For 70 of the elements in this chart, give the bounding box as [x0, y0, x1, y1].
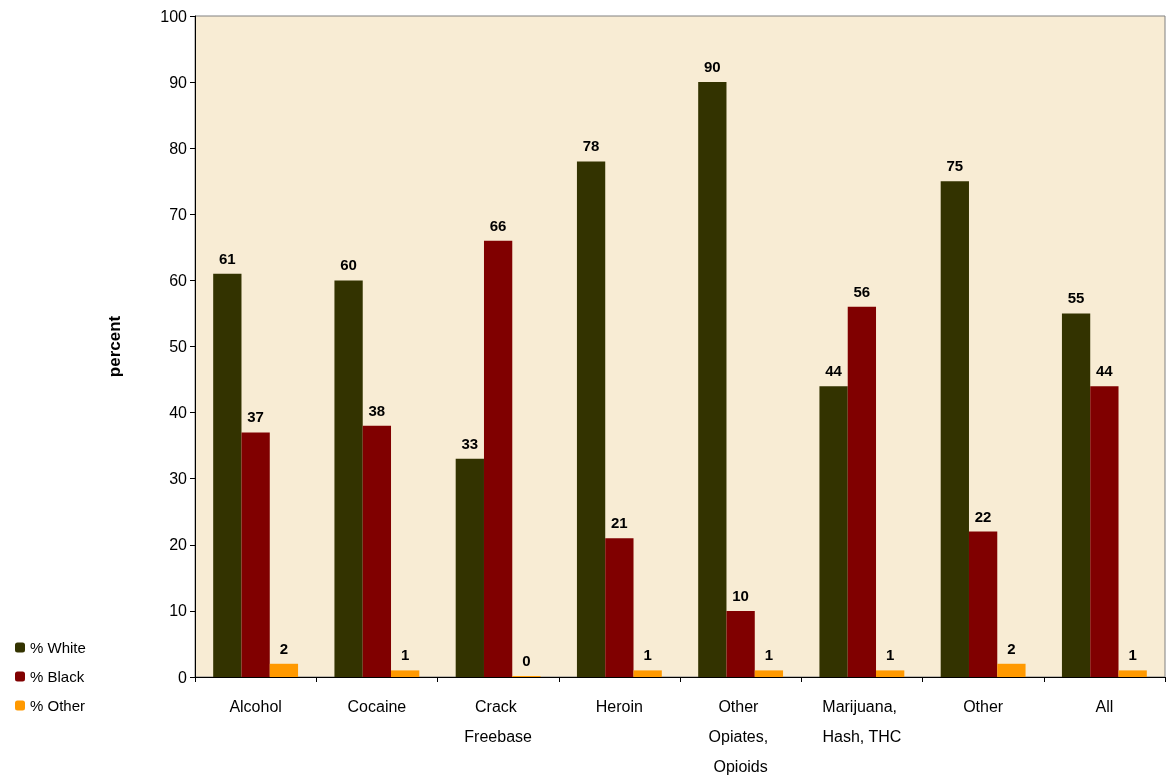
y-tick-label: 70	[169, 205, 188, 223]
y-tick-label: 80	[169, 139, 188, 157]
legend-label: % White	[30, 639, 86, 656]
bar	[213, 273, 242, 677]
data-label: 78	[582, 137, 600, 155]
bar	[1118, 670, 1147, 677]
bar	[726, 610, 755, 677]
x-tick-label: Cocaine	[347, 697, 407, 715]
bar	[269, 663, 299, 677]
y-tick-label: 100	[160, 7, 188, 25]
data-label: 44	[825, 362, 843, 380]
data-label: 75	[946, 157, 964, 175]
bar	[997, 663, 1026, 677]
y-tick-label: 50	[169, 338, 188, 355]
data-label: 66	[489, 216, 507, 234]
legend-label: % Other	[30, 697, 86, 714]
x-tick-label: All	[1095, 697, 1114, 715]
y-tick-label: 90	[169, 73, 188, 91]
data-label: 10	[732, 586, 749, 604]
bar	[1090, 386, 1119, 677]
data-label: 1	[643, 646, 652, 664]
data-label: 55	[1067, 289, 1085, 307]
y-tick-label: 20	[169, 536, 188, 554]
bar	[605, 538, 634, 677]
bar	[1061, 313, 1091, 677]
data-label: 61	[218, 249, 236, 267]
data-label: 90	[703, 58, 721, 76]
y-tick-label: 40	[169, 404, 188, 422]
x-tick-label: Marijuana, Hash, THC	[822, 697, 902, 745]
bar	[576, 161, 606, 677]
data-label: 1	[1128, 646, 1137, 664]
y-tick-label: 0	[178, 668, 188, 686]
data-label: 0	[522, 652, 531, 669]
y-tick-label: 10	[169, 602, 188, 620]
data-label: 2	[279, 639, 289, 657]
bar	[819, 386, 848, 677]
data-label: 33	[461, 434, 479, 452]
bar	[754, 670, 784, 677]
data-label: 2	[1007, 639, 1016, 657]
x-tick-label: Alcohol	[229, 697, 282, 715]
x-tick-label: Heroin	[595, 697, 643, 715]
data-label: 37	[247, 408, 264, 426]
bar	[362, 425, 392, 677]
data-label: 22	[974, 507, 992, 525]
bar	[391, 670, 420, 677]
bar	[483, 240, 513, 677]
bar	[968, 531, 998, 677]
bar	[940, 181, 969, 677]
bar	[241, 432, 270, 677]
x-tick-label: Crack Freebase	[464, 697, 533, 745]
bar	[633, 670, 662, 677]
bar	[698, 82, 727, 677]
data-label: 60	[340, 256, 357, 274]
data-label: 21	[611, 514, 628, 532]
data-label: 1	[885, 646, 895, 664]
legend-label: % Black	[30, 668, 85, 685]
bar	[847, 306, 877, 677]
data-label: 1	[400, 646, 410, 664]
bar	[876, 670, 905, 677]
bar	[455, 458, 484, 677]
x-tick-label: Other Opiates, Opioids	[708, 697, 773, 775]
data-label: 38	[368, 401, 386, 419]
y-axis-title: percent	[105, 315, 124, 378]
data-label: 1	[764, 646, 774, 664]
y-tick-label: 30	[169, 470, 188, 488]
bar	[334, 280, 363, 677]
data-label: 44	[1096, 362, 1114, 380]
data-label: 56	[853, 282, 871, 300]
y-tick-label: 60	[169, 271, 188, 289]
x-tick-label: Other	[963, 697, 1004, 715]
